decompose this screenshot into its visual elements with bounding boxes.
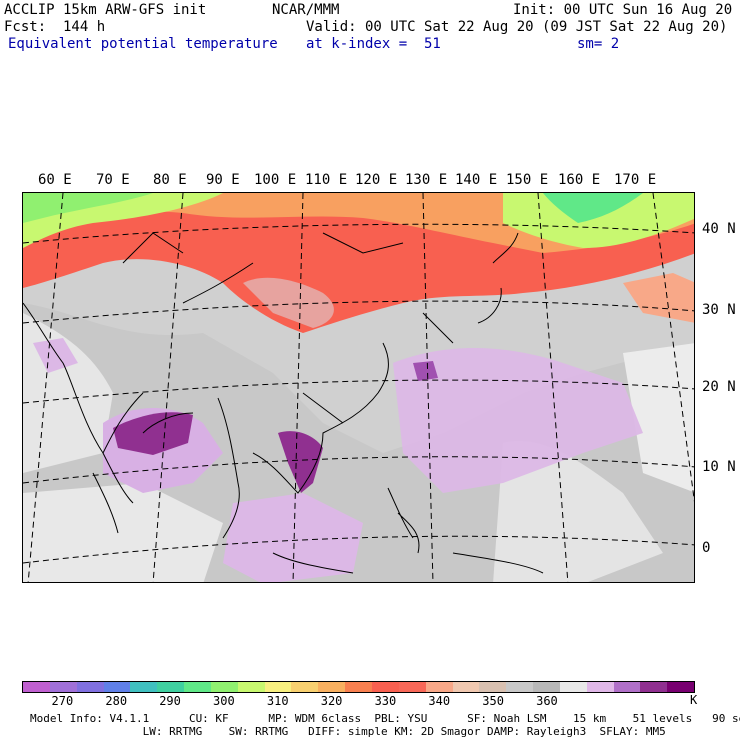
coastlines	[23, 232, 544, 574]
colorbar-swatch	[452, 682, 480, 692]
colorbar-tick-label: 310	[266, 694, 289, 708]
organization-label: NCAR/MMM	[272, 2, 340, 18]
longitude-label: 120 E	[355, 172, 398, 188]
colorbar-swatch	[559, 682, 587, 692]
colorbar-swatch	[157, 682, 185, 692]
colorbar-swatch	[76, 682, 104, 692]
colorbar-tick-label: 270	[51, 694, 74, 708]
colorbar-tick-label: 350	[482, 694, 504, 708]
longitude-label: 70 E	[96, 172, 130, 188]
colorbar-swatch	[184, 682, 211, 692]
colorbar-tick-label: 320	[320, 694, 343, 708]
level-label: at k-index = 51	[306, 36, 441, 52]
mid-latitude-band	[23, 193, 694, 333]
colorbar-swatch	[371, 682, 399, 692]
longitude-label: 110 E	[305, 172, 348, 188]
colorbar-unit: K	[690, 693, 698, 707]
longitude-label: 60 E	[38, 172, 72, 188]
lat-lon-grid	[23, 193, 694, 582]
equivalent-potential-temperature-map	[23, 193, 694, 582]
colorbar-swatch	[586, 682, 614, 692]
longitude-label: 100 E	[254, 172, 297, 188]
model-title: ACCLIP 15km ARW-GFS init	[4, 2, 207, 18]
colorbar-swatch	[613, 682, 641, 692]
colorbar-swatch	[667, 682, 695, 692]
colorbar-swatch	[479, 682, 507, 692]
longitude-label: 80 E	[153, 172, 187, 188]
colorbar	[22, 681, 695, 693]
latitude-label: 0	[702, 540, 711, 556]
init-time: Init: 00 UTC Sun 16 Aug 20	[513, 2, 733, 18]
model-info-line2: LW: RRTMG SW: RRTMG DIFF: simple KM: 2D …	[30, 725, 666, 738]
latitude-label: 30 N	[702, 302, 736, 318]
colorbar-swatch	[425, 682, 453, 692]
colorbar-swatch	[533, 682, 560, 692]
forecast-hour: Fcst: 144 h	[4, 19, 106, 35]
field-name: Equivalent potential temperature	[8, 36, 278, 52]
colorbar-tick-label: 360	[536, 694, 558, 708]
colorbar-tick-label: 330	[374, 694, 397, 708]
colorbar-tick-label: 280	[105, 694, 128, 708]
colorbar-swatch	[237, 682, 265, 692]
colorbar-swatch	[23, 682, 50, 692]
colorbar-swatch	[264, 682, 292, 692]
longitude-label: 150 E	[506, 172, 549, 188]
longitude-label: 140 E	[455, 172, 498, 188]
latitude-label: 20 N	[702, 379, 736, 395]
colorbar-tick-label: 290	[159, 694, 181, 708]
model-info-line1: Model Info: V4.1.1 CU: KF MP: WDM 6class…	[30, 712, 740, 725]
colorbar-swatch	[210, 682, 238, 692]
colorbar-swatch	[318, 682, 346, 692]
latitude-label: 40 N	[702, 221, 736, 237]
colorbar-swatch	[345, 682, 372, 692]
colorbar-swatch	[49, 682, 77, 692]
colorbar-tick-label: 340	[428, 694, 451, 708]
colorbar-swatch	[398, 682, 426, 692]
longitude-label: 130 E	[405, 172, 448, 188]
colorbar-swatch	[130, 682, 158, 692]
longitude-label: 90 E	[206, 172, 240, 188]
map-panel	[22, 192, 695, 583]
smoothing-label: sm= 2	[577, 36, 620, 52]
colorbar-swatch	[640, 682, 668, 692]
colorbar-swatch	[291, 682, 319, 692]
longitude-label: 170 E	[614, 172, 657, 188]
colorbar-tick-label: 300	[213, 694, 235, 708]
longitude-label: 160 E	[558, 172, 601, 188]
valid-time: Valid: 00 UTC Sat 22 Aug 20 (09 JST Sat …	[306, 19, 728, 35]
latitude-label: 10 N	[702, 459, 736, 475]
colorbar-swatch	[103, 682, 131, 692]
colorbar-swatch	[506, 682, 534, 692]
